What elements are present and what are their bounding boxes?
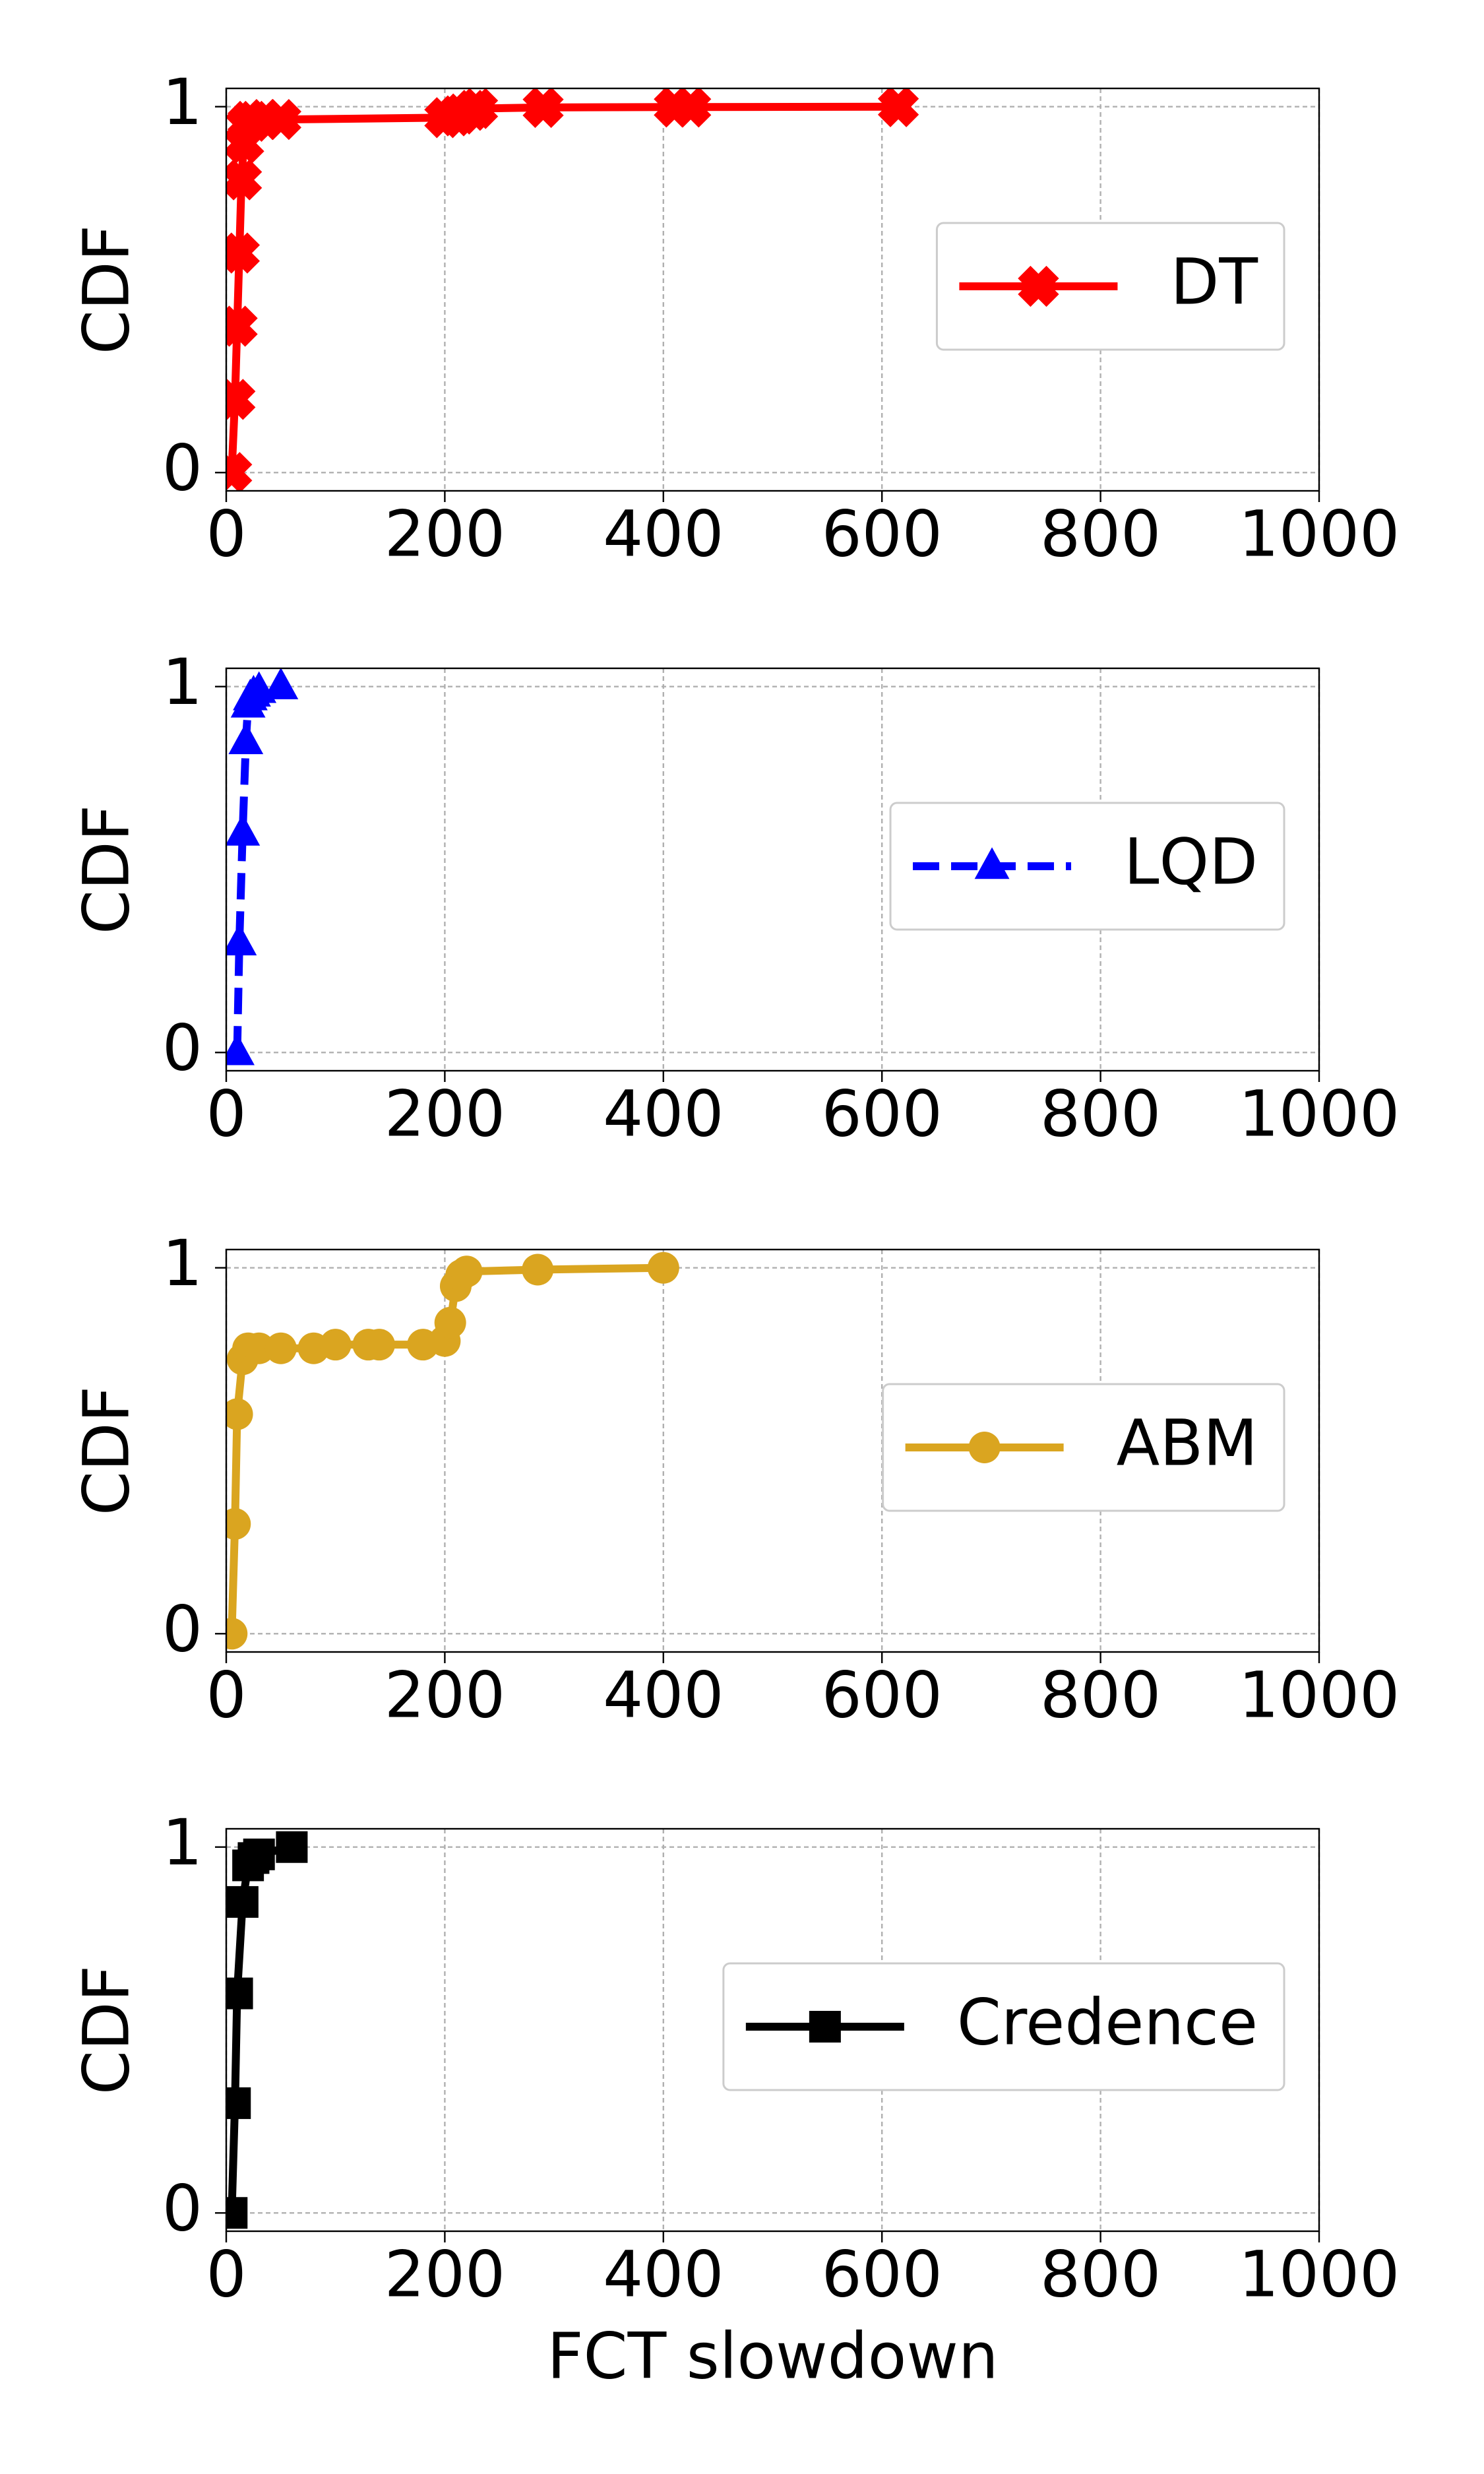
series-line	[228, 102, 899, 473]
x-tick-label: 1000	[1239, 1658, 1400, 1732]
x-tick-label: 600	[822, 1077, 943, 1151]
y-axis-label: CDF	[69, 805, 143, 934]
x-tick-label: 400	[603, 2237, 724, 2311]
marker	[260, 98, 301, 141]
y-tick-label: 0	[162, 1011, 202, 1085]
x-tick-label: 600	[822, 497, 943, 571]
y-tick-label: 0	[162, 431, 202, 505]
marker	[968, 1432, 1001, 1463]
marker	[226, 924, 257, 956]
marker	[522, 1253, 554, 1286]
marker	[226, 159, 263, 201]
marker	[670, 88, 712, 128]
y-axis-label: CDF	[69, 1965, 143, 2095]
x-tick-label: 600	[822, 2237, 943, 2311]
marker	[226, 1977, 253, 2010]
axes-frame	[225, 1827, 1320, 2233]
marker	[226, 813, 261, 846]
y-axis-label: CDF	[69, 1386, 143, 1515]
marker	[226, 1886, 259, 1918]
marker	[877, 88, 919, 127]
axes-frame	[225, 1248, 1320, 1653]
x-tick-label: 200	[385, 1077, 505, 1151]
marker	[974, 847, 1010, 879]
legend-box	[889, 802, 1285, 931]
x-tick-label: 800	[1040, 1077, 1161, 1151]
y-axis-label: CDF	[69, 225, 143, 354]
y-tick-label: 1	[162, 65, 202, 139]
marker	[226, 2087, 251, 2119]
x-tick-label: 800	[1040, 2237, 1161, 2311]
plot-area	[226, 88, 919, 491]
y-tick-label: 1	[162, 645, 202, 719]
legend-box	[722, 1962, 1285, 2091]
marker	[319, 1329, 352, 1361]
marker	[809, 2011, 841, 2043]
y-tick-label: 1	[162, 1226, 202, 1300]
marker	[226, 1618, 248, 1650]
x-tick-label: 600	[822, 1658, 943, 1732]
marker	[363, 1329, 395, 1361]
marker	[228, 722, 264, 755]
marker	[264, 1332, 297, 1364]
x-tick-label: 800	[1040, 1658, 1161, 1732]
marker	[226, 305, 258, 347]
y-tick-label: 0	[162, 1593, 202, 1666]
legend-label: ABM	[1117, 1406, 1258, 1480]
y-tick-label: 0	[162, 2172, 202, 2246]
marker	[243, 1838, 275, 1870]
plot-area	[226, 1252, 679, 1650]
axes-frame	[225, 667, 1320, 1072]
marker	[1018, 265, 1059, 307]
marker	[434, 1306, 466, 1339]
marker	[263, 668, 299, 699]
marker	[226, 1507, 251, 1540]
legend: Credence	[722, 1962, 1285, 2091]
x-tick-label: 1000	[1239, 1077, 1400, 1151]
plot-area	[226, 668, 299, 1065]
marker	[226, 1033, 255, 1065]
marker	[276, 1831, 308, 1863]
y-tick-label: 1	[162, 1806, 202, 1880]
legend: DT	[935, 222, 1285, 351]
x-tick-label: 400	[603, 497, 724, 571]
marker	[647, 1252, 679, 1284]
x-tick-label: 800	[1040, 497, 1161, 571]
x-tick-label: 1000	[1239, 497, 1400, 571]
legend-label: Credence	[957, 1985, 1258, 2059]
x-tick-label: 0	[206, 1658, 246, 1732]
legend-label: DT	[1170, 245, 1258, 319]
axes-frame	[225, 87, 1320, 492]
marker	[226, 1398, 253, 1430]
marker	[226, 2197, 248, 2229]
marker	[450, 1255, 483, 1288]
marker	[226, 232, 261, 274]
legend-label: LQD	[1124, 825, 1258, 899]
x-tick-label: 0	[206, 1077, 246, 1151]
x-tick-label: 0	[206, 497, 246, 571]
marker	[243, 1332, 275, 1364]
x-tick-label: 400	[603, 1077, 724, 1151]
x-tick-label: 1000	[1239, 2237, 1400, 2311]
legend-box	[882, 1383, 1285, 1512]
x-tick-label: 200	[385, 1658, 505, 1732]
x-tick-label: 200	[385, 497, 505, 571]
marker	[226, 379, 256, 420]
plot-area	[226, 1831, 308, 2229]
legend: LQD	[889, 802, 1285, 931]
x-tick-label: 0	[206, 2237, 246, 2311]
legend: ABM	[882, 1383, 1285, 1512]
x-axis-label: FCT slowdown	[547, 2319, 998, 2393]
x-tick-label: 400	[603, 1658, 724, 1732]
marker	[522, 88, 564, 128]
x-tick-label: 200	[385, 2237, 505, 2311]
marker	[226, 452, 253, 491]
marker	[456, 88, 499, 129]
